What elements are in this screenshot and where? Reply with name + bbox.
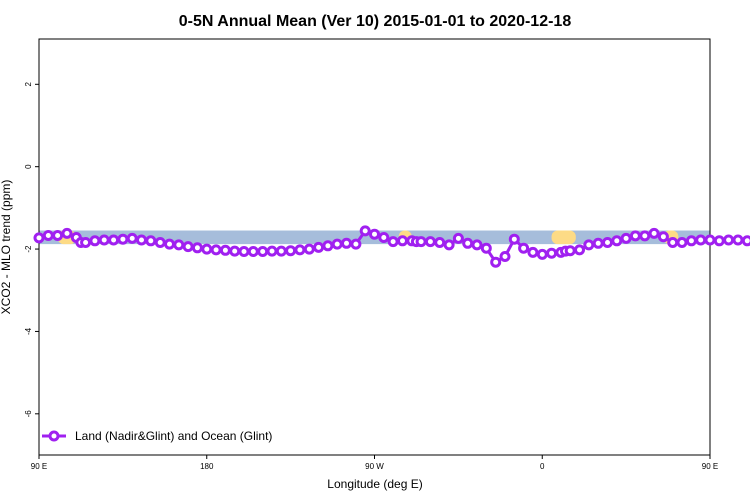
data-point <box>713 235 725 247</box>
data-point <box>173 239 185 251</box>
data-point <box>564 245 576 257</box>
data-point <box>42 230 54 241</box>
data-point <box>704 234 716 246</box>
data-point <box>266 245 278 257</box>
data-point <box>574 244 585 256</box>
data-point <box>219 244 231 256</box>
y-axis-label: XCO2 - MLO trend (ppm) <box>0 180 13 315</box>
legend: Land (Nadir&Glint) and Ocean (Glint) <box>42 429 272 443</box>
x-tick-label: 0 <box>540 462 545 471</box>
y-axis: 2 0 -2 -4 -6 <box>24 82 39 418</box>
data-point <box>629 230 641 242</box>
data-point <box>182 241 194 253</box>
data-point <box>313 241 325 253</box>
data-point <box>546 247 558 259</box>
data-point <box>620 232 632 244</box>
data-point <box>201 243 213 255</box>
data-point <box>154 237 166 248</box>
data-point <box>508 233 520 245</box>
data-point <box>741 235 750 247</box>
data-point <box>136 234 147 246</box>
data-point <box>499 251 511 262</box>
data-point <box>695 234 707 246</box>
data-point <box>397 235 408 247</box>
y-tick-label: -4 <box>24 327 33 335</box>
data-point <box>117 233 129 245</box>
x-axis-label: Longitude (deg E) <box>327 477 422 491</box>
data-point <box>275 245 287 257</box>
data-point <box>369 228 380 240</box>
data-point <box>452 232 464 244</box>
data-point <box>238 246 250 257</box>
x-tick-label: 180 <box>200 462 214 471</box>
x-tick-label: 90 E <box>702 462 718 471</box>
y-tick-label: -6 <box>24 410 33 418</box>
data-point <box>191 242 203 254</box>
x-tick-label: 90 E <box>31 462 47 471</box>
x-axis: 90 E 180 90 W 0 90 E <box>31 455 718 471</box>
data-point <box>341 237 352 249</box>
data-point <box>350 238 362 250</box>
data-point <box>676 237 688 248</box>
data-point <box>480 242 492 254</box>
data-point <box>257 246 269 257</box>
data-point <box>126 232 138 244</box>
data-point <box>434 237 446 248</box>
data-point <box>462 237 474 249</box>
data-point <box>732 234 744 246</box>
y-tick-label: 0 <box>24 164 33 169</box>
legend-marker-swatch <box>48 430 60 442</box>
data-point <box>61 227 73 239</box>
series-group <box>33 225 750 268</box>
data-point <box>602 237 613 248</box>
data-point <box>247 246 259 257</box>
data-point <box>331 238 343 250</box>
land-band-segment <box>551 230 576 245</box>
data-point <box>145 235 157 247</box>
data-point <box>359 225 371 237</box>
data-point <box>322 240 334 252</box>
y-tick-label: -2 <box>24 245 33 253</box>
y-tick-label: 2 <box>24 82 33 87</box>
data-point <box>285 245 297 257</box>
data-point <box>471 239 483 251</box>
data-point <box>518 242 530 254</box>
legend-series-label: Land (Nadir&Glint) and Ocean (Glint) <box>75 429 272 443</box>
data-point <box>639 230 651 242</box>
data-point <box>583 239 595 251</box>
data-point <box>527 246 539 258</box>
data-point <box>294 244 306 256</box>
data-point <box>723 234 735 246</box>
data-point <box>611 235 623 247</box>
data-point <box>210 244 222 256</box>
data-point <box>229 245 241 257</box>
data-point <box>667 237 679 248</box>
x-tick-label: 90 W <box>365 462 384 471</box>
data-point <box>536 248 548 260</box>
data-point <box>592 237 604 249</box>
data-point <box>685 235 697 247</box>
data-point <box>490 256 502 268</box>
data-point <box>424 236 436 248</box>
data-point <box>108 234 120 246</box>
data-point <box>89 235 101 247</box>
data-point <box>80 237 92 248</box>
data-point <box>164 238 175 250</box>
chart-title: 0-5N Annual Mean (Ver 10) 2015-01-01 to … <box>179 13 572 30</box>
data-point <box>443 239 455 251</box>
data-point <box>33 232 45 244</box>
data-point <box>657 231 669 243</box>
data-point <box>387 236 399 248</box>
data-point <box>415 236 427 248</box>
data-point <box>303 243 315 255</box>
data-point <box>378 232 390 243</box>
data-point <box>52 230 64 241</box>
data-point <box>648 227 660 239</box>
data-point <box>98 234 110 246</box>
